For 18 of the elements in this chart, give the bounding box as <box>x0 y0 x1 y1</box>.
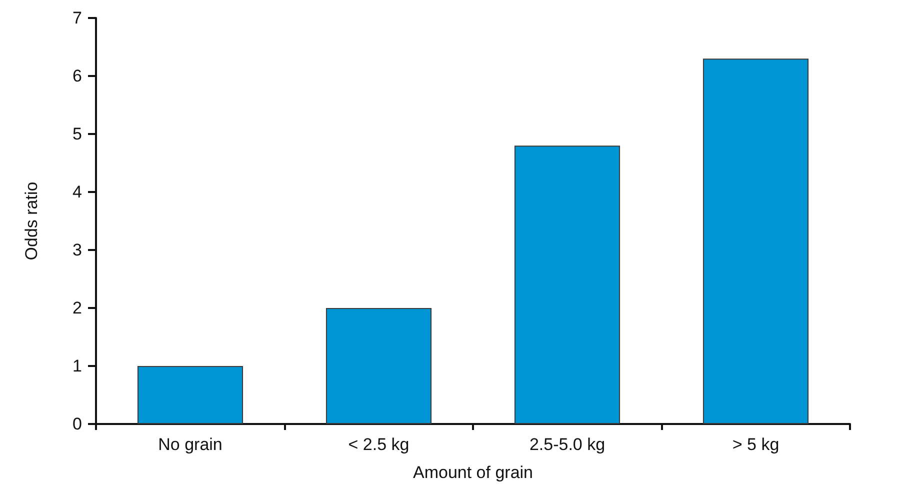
x-tick-label: 2.5-5.0 kg <box>529 435 606 454</box>
y-tick-label: 7 <box>72 8 82 28</box>
x-axis-title: Amount of grain <box>412 463 534 482</box>
y-tick-label: 5 <box>72 124 82 144</box>
x-tick-label: No grain <box>158 435 222 454</box>
x-tick-label: > 5 kg <box>732 435 780 454</box>
bar <box>326 308 432 424</box>
x-tick-label: < 2.5 kg <box>348 435 410 454</box>
y-axis-title: Odds ratio <box>22 182 41 260</box>
y-tick-label: 0 <box>72 414 82 434</box>
y-tick-label: 2 <box>72 298 82 318</box>
y-tick-label: 4 <box>72 182 82 202</box>
bar <box>514 146 620 424</box>
y-tick-label: 1 <box>72 356 82 376</box>
y-tick-label: 3 <box>72 240 82 260</box>
bar <box>137 366 244 424</box>
y-tick-label: 6 <box>72 66 82 86</box>
bar <box>702 58 809 424</box>
